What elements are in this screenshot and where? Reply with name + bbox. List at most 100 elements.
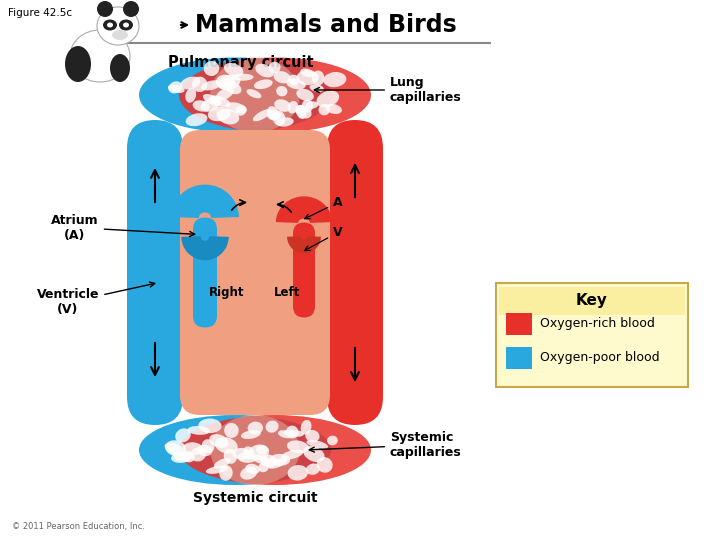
Ellipse shape bbox=[301, 420, 312, 435]
Text: Systemic
capillaries: Systemic capillaries bbox=[310, 431, 462, 459]
Text: Right: Right bbox=[210, 286, 245, 299]
Ellipse shape bbox=[248, 422, 263, 435]
Ellipse shape bbox=[323, 72, 346, 87]
Ellipse shape bbox=[201, 80, 221, 90]
Text: Atrium
(A): Atrium (A) bbox=[51, 213, 194, 241]
Ellipse shape bbox=[203, 94, 222, 106]
Ellipse shape bbox=[217, 109, 239, 124]
Ellipse shape bbox=[246, 464, 260, 474]
Bar bbox=[506, 347, 532, 369]
Ellipse shape bbox=[210, 96, 230, 107]
Ellipse shape bbox=[119, 19, 133, 30]
Ellipse shape bbox=[296, 105, 307, 119]
Ellipse shape bbox=[295, 105, 312, 119]
Text: Left: Left bbox=[274, 286, 300, 299]
Ellipse shape bbox=[307, 440, 328, 449]
FancyBboxPatch shape bbox=[193, 218, 217, 327]
Ellipse shape bbox=[288, 465, 308, 481]
Ellipse shape bbox=[297, 89, 314, 101]
Ellipse shape bbox=[246, 89, 261, 98]
Ellipse shape bbox=[305, 430, 320, 442]
Ellipse shape bbox=[256, 446, 267, 455]
Ellipse shape bbox=[258, 463, 269, 472]
Ellipse shape bbox=[224, 449, 237, 464]
Ellipse shape bbox=[254, 79, 273, 89]
Text: A: A bbox=[305, 196, 343, 219]
Ellipse shape bbox=[267, 458, 287, 469]
Bar bbox=[506, 313, 532, 335]
Ellipse shape bbox=[284, 430, 304, 437]
Ellipse shape bbox=[233, 448, 251, 460]
Ellipse shape bbox=[287, 441, 310, 453]
Ellipse shape bbox=[218, 75, 240, 90]
Ellipse shape bbox=[317, 457, 333, 472]
Ellipse shape bbox=[224, 423, 239, 438]
Ellipse shape bbox=[193, 100, 210, 112]
Ellipse shape bbox=[175, 428, 191, 442]
Ellipse shape bbox=[297, 70, 319, 85]
Text: Oxygen-rich blood: Oxygen-rich blood bbox=[540, 318, 655, 330]
Ellipse shape bbox=[269, 454, 290, 466]
Ellipse shape bbox=[181, 451, 194, 462]
Text: Lung
capillaries: Lung capillaries bbox=[315, 76, 462, 104]
Ellipse shape bbox=[310, 84, 324, 92]
Ellipse shape bbox=[215, 437, 238, 454]
FancyBboxPatch shape bbox=[293, 222, 315, 318]
Ellipse shape bbox=[225, 102, 247, 113]
Ellipse shape bbox=[256, 64, 274, 77]
Text: Ventricle
(V): Ventricle (V) bbox=[37, 282, 155, 316]
Ellipse shape bbox=[325, 104, 342, 114]
Ellipse shape bbox=[179, 57, 371, 132]
FancyBboxPatch shape bbox=[327, 120, 383, 425]
Ellipse shape bbox=[269, 62, 281, 73]
Ellipse shape bbox=[238, 453, 256, 463]
Ellipse shape bbox=[200, 98, 220, 112]
Ellipse shape bbox=[166, 440, 186, 456]
Ellipse shape bbox=[214, 458, 231, 468]
Ellipse shape bbox=[206, 465, 228, 474]
FancyBboxPatch shape bbox=[180, 130, 330, 415]
Ellipse shape bbox=[139, 415, 331, 485]
Ellipse shape bbox=[276, 86, 287, 96]
Ellipse shape bbox=[107, 23, 113, 28]
Ellipse shape bbox=[208, 107, 230, 121]
Ellipse shape bbox=[187, 426, 210, 435]
Ellipse shape bbox=[192, 77, 207, 92]
Ellipse shape bbox=[198, 418, 222, 433]
Ellipse shape bbox=[267, 110, 281, 120]
Text: Key: Key bbox=[576, 294, 608, 308]
Ellipse shape bbox=[97, 7, 139, 45]
Ellipse shape bbox=[286, 78, 306, 90]
Ellipse shape bbox=[327, 436, 338, 446]
Ellipse shape bbox=[278, 430, 293, 438]
Ellipse shape bbox=[123, 1, 139, 17]
Ellipse shape bbox=[251, 454, 271, 464]
Ellipse shape bbox=[241, 430, 261, 439]
Ellipse shape bbox=[274, 71, 291, 83]
Ellipse shape bbox=[253, 109, 271, 122]
Ellipse shape bbox=[287, 101, 298, 113]
Ellipse shape bbox=[243, 447, 254, 460]
Ellipse shape bbox=[65, 46, 91, 82]
Ellipse shape bbox=[97, 1, 113, 17]
Ellipse shape bbox=[232, 73, 253, 80]
Ellipse shape bbox=[202, 439, 215, 453]
Ellipse shape bbox=[197, 445, 212, 456]
Ellipse shape bbox=[110, 54, 130, 82]
Ellipse shape bbox=[168, 85, 184, 93]
Ellipse shape bbox=[216, 87, 234, 100]
Bar bbox=[499, 287, 685, 315]
Ellipse shape bbox=[112, 30, 128, 40]
Ellipse shape bbox=[123, 23, 129, 28]
Ellipse shape bbox=[224, 81, 241, 94]
Ellipse shape bbox=[219, 465, 233, 481]
FancyBboxPatch shape bbox=[496, 283, 688, 387]
Ellipse shape bbox=[103, 19, 117, 30]
Ellipse shape bbox=[286, 426, 299, 438]
Ellipse shape bbox=[171, 452, 192, 463]
Ellipse shape bbox=[267, 106, 279, 121]
Ellipse shape bbox=[274, 99, 291, 112]
Ellipse shape bbox=[317, 91, 339, 107]
Text: Figure 42.5c: Figure 42.5c bbox=[8, 8, 72, 18]
Text: Pulmonary circuit: Pulmonary circuit bbox=[168, 55, 314, 70]
